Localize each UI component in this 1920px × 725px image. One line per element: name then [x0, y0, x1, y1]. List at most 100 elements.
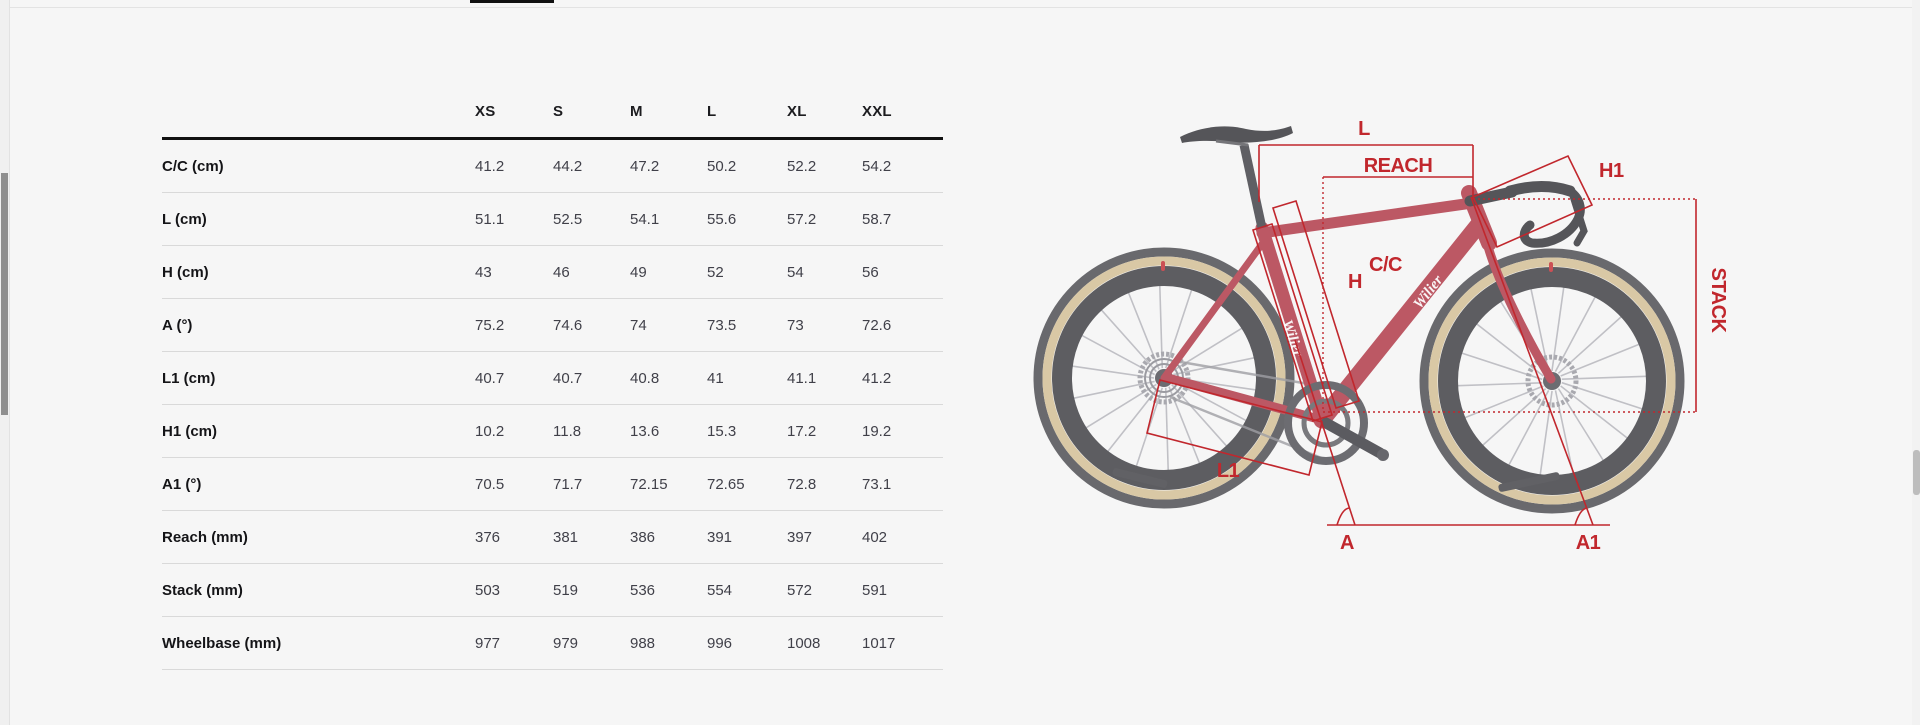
- row-value: 988: [630, 634, 656, 652]
- row-label: A1 (°): [162, 475, 202, 493]
- table-row: H (cm) 43 46 49 52 54 56: [162, 246, 943, 299]
- label-CC: C/C: [1369, 254, 1402, 276]
- row-label: H (cm): [162, 263, 209, 281]
- row-value: 73.5: [707, 316, 737, 334]
- label-H1: H1: [1599, 160, 1624, 182]
- row-value: 52.2: [787, 157, 817, 175]
- row-value: 41.1: [787, 369, 817, 387]
- row-value: 54.1: [630, 210, 660, 228]
- row-value: 52.5: [553, 210, 583, 228]
- row-label: C/C (cm): [162, 157, 224, 175]
- front-wheel-icon: [1419, 248, 1685, 514]
- row-value: 381: [553, 528, 579, 546]
- table-row: L1 (cm) 40.7 40.7 40.8 41 41.1 41.2: [162, 352, 943, 405]
- row-value: 43: [475, 263, 492, 281]
- row-value: 57.2: [787, 210, 817, 228]
- row-value: 70.5: [475, 475, 505, 493]
- label-H: H: [1348, 271, 1362, 293]
- geometry-table-header: XS S M L XL XXL: [162, 85, 943, 140]
- row-value: 1008: [787, 634, 821, 652]
- active-tab-underline: [470, 0, 554, 3]
- row-value: 503: [475, 581, 501, 599]
- row-value: 72.8: [787, 475, 817, 493]
- row-label: L (cm): [162, 210, 207, 228]
- row-value: 1017: [862, 634, 896, 652]
- table-row: A1 (°) 70.5 71.7 72.15 72.65 72.8 73.1: [162, 458, 943, 511]
- bike-illustration: Wilier Wilier: [1033, 126, 1685, 514]
- row-value: 536: [630, 581, 656, 599]
- label-STACK: STACK: [1707, 268, 1729, 334]
- row-label: A (°): [162, 316, 193, 334]
- row-value: 572: [787, 581, 813, 599]
- saddle-icon: [1180, 126, 1293, 229]
- row-value: 72.65: [707, 475, 745, 493]
- row-value: 74.6: [553, 316, 583, 334]
- row-label: H1 (cm): [162, 422, 218, 440]
- table-row: Reach (mm) 376 381 386 391 397 402: [162, 511, 943, 564]
- row-value: 40.7: [475, 369, 505, 387]
- size-column-header: M: [630, 102, 643, 120]
- row-value: 41.2: [475, 157, 505, 175]
- row-value: 376: [475, 528, 501, 546]
- table-row: H1 (cm) 10.2 11.8 13.6 15.3 17.2 19.2: [162, 405, 943, 458]
- row-value: 11.8: [553, 422, 582, 440]
- row-value: 40.7: [553, 369, 583, 387]
- row-value: 19.2: [862, 422, 892, 440]
- row-value: 52: [707, 263, 724, 281]
- row-label: Wheelbase (mm): [162, 634, 282, 652]
- row-value: 979: [553, 634, 579, 652]
- row-value: 73: [787, 316, 804, 334]
- row-value: 50.2: [707, 157, 737, 175]
- row-value: 397: [787, 528, 813, 546]
- geometry-table-body: C/C (cm) 41.2 44.2 47.2 50.2 52.2 54.2 L (cm) 51…: [162, 140, 943, 670]
- row-value: 41.2: [862, 369, 892, 387]
- geometry-annotations: L REACH STACK H1 C/C H L1 A: [1146, 118, 1729, 554]
- row-value: 51.1: [475, 210, 505, 228]
- row-value: 591: [862, 581, 888, 599]
- label-L: L: [1358, 118, 1370, 140]
- label-REACH: REACH: [1364, 155, 1433, 177]
- row-value: 391: [707, 528, 733, 546]
- row-value: 71.7: [553, 475, 583, 493]
- row-label: Stack (mm): [162, 581, 243, 599]
- row-value: 15.3: [707, 422, 737, 440]
- row-value: 386: [630, 528, 656, 546]
- label-A1: A1: [1576, 532, 1601, 554]
- row-value: 996: [707, 634, 733, 652]
- size-column-header: L: [707, 102, 717, 120]
- row-value: 54: [787, 263, 804, 281]
- table-row: A (°) 75.2 74.6 74 73.5 73 72.6: [162, 299, 943, 352]
- row-value: 13.6: [630, 422, 660, 440]
- rear-wheel-icon: [1033, 247, 1295, 509]
- label-A: A: [1340, 532, 1354, 554]
- row-value: 44.2: [553, 157, 583, 175]
- row-value: 519: [553, 581, 579, 599]
- row-value: 554: [707, 581, 733, 599]
- row-label: L1 (cm): [162, 369, 216, 387]
- page-scrollbar-track[interactable]: [1912, 0, 1920, 725]
- left-scrollbar-thumb[interactable]: [1, 173, 8, 415]
- size-column-header: XL: [787, 102, 807, 120]
- row-value: 46: [553, 263, 570, 281]
- page-scrollbar-thumb[interactable]: [1913, 450, 1920, 495]
- size-column-header: XXL: [862, 102, 892, 120]
- row-value: 49: [630, 263, 647, 281]
- label-L1: L1: [1217, 460, 1240, 482]
- size-column-header: S: [553, 102, 564, 120]
- top-divider: [10, 7, 1913, 8]
- row-value: 55.6: [707, 210, 737, 228]
- table-row: Wheelbase (mm) 977 979 988 996 1008 1017: [162, 617, 943, 670]
- table-row: C/C (cm) 41.2 44.2 47.2 50.2 52.2 54.2: [162, 140, 943, 193]
- table-row: L (cm) 51.1 52.5 54.1 55.6 57.2 58.7: [162, 193, 943, 246]
- row-label: Reach (mm): [162, 528, 248, 546]
- table-row: Stack (mm) 503 519 536 554 572 591: [162, 564, 943, 617]
- row-value: 402: [862, 528, 888, 546]
- row-value: 58.7: [862, 210, 892, 228]
- geometry-table: XS S M L XL XXL C/C (cm) 41.2 44.2 47.2 50.2 52.2 5…: [162, 85, 943, 670]
- row-value: 41: [707, 369, 724, 387]
- row-value: 56: [862, 263, 879, 281]
- row-value: 40.8: [630, 369, 660, 387]
- row-value: 47.2: [630, 157, 660, 175]
- row-value: 72.6: [862, 316, 892, 334]
